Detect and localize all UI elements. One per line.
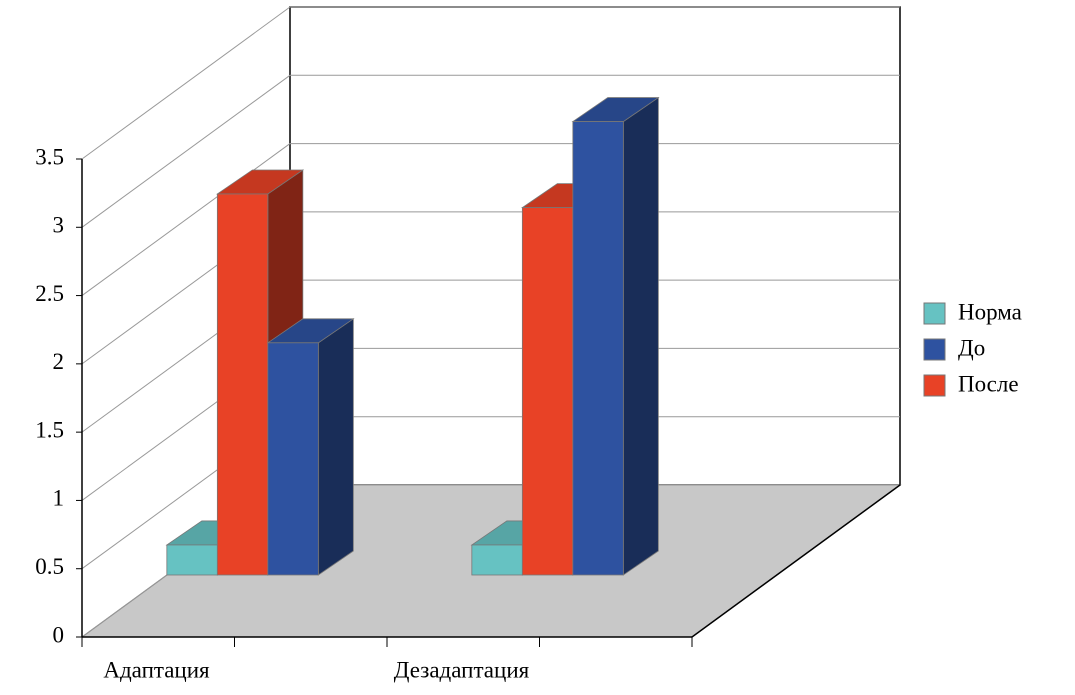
- legend-swatch: [923, 374, 946, 397]
- legend-label: После: [958, 371, 1019, 396]
- grid-line: [81, 143, 291, 296]
- y-tick-label: 0: [53, 622, 65, 647]
- grid-line: [81, 6, 291, 160]
- x-tick-label: Дезадаптация: [394, 657, 530, 682]
- y-tick-label: 1: [53, 486, 65, 511]
- bar: [166, 544, 218, 576]
- floor-edge: [691, 484, 901, 638]
- bar: [216, 193, 269, 576]
- bar-side: [317, 318, 354, 576]
- bar: [471, 544, 523, 576]
- x-tick-label: Адаптация: [103, 657, 210, 682]
- legend-label: До: [958, 335, 985, 360]
- legend-swatch: [923, 302, 946, 325]
- grid-line: [81, 74, 291, 228]
- y-tick-label: 3: [53, 213, 65, 238]
- bar: [521, 207, 574, 576]
- bar-side: [622, 96, 659, 576]
- y-tick-label: 2: [53, 349, 65, 374]
- y-tick-label: 0.5: [35, 554, 64, 579]
- bar: [572, 121, 624, 576]
- legend-swatch: [923, 338, 946, 361]
- y-tick-label: 3.5: [35, 144, 64, 169]
- bar: [267, 342, 319, 576]
- legend-label: Норма: [958, 299, 1022, 324]
- y-tick-label: 2.5: [35, 281, 64, 306]
- y-tick-label: 1.5: [35, 417, 64, 442]
